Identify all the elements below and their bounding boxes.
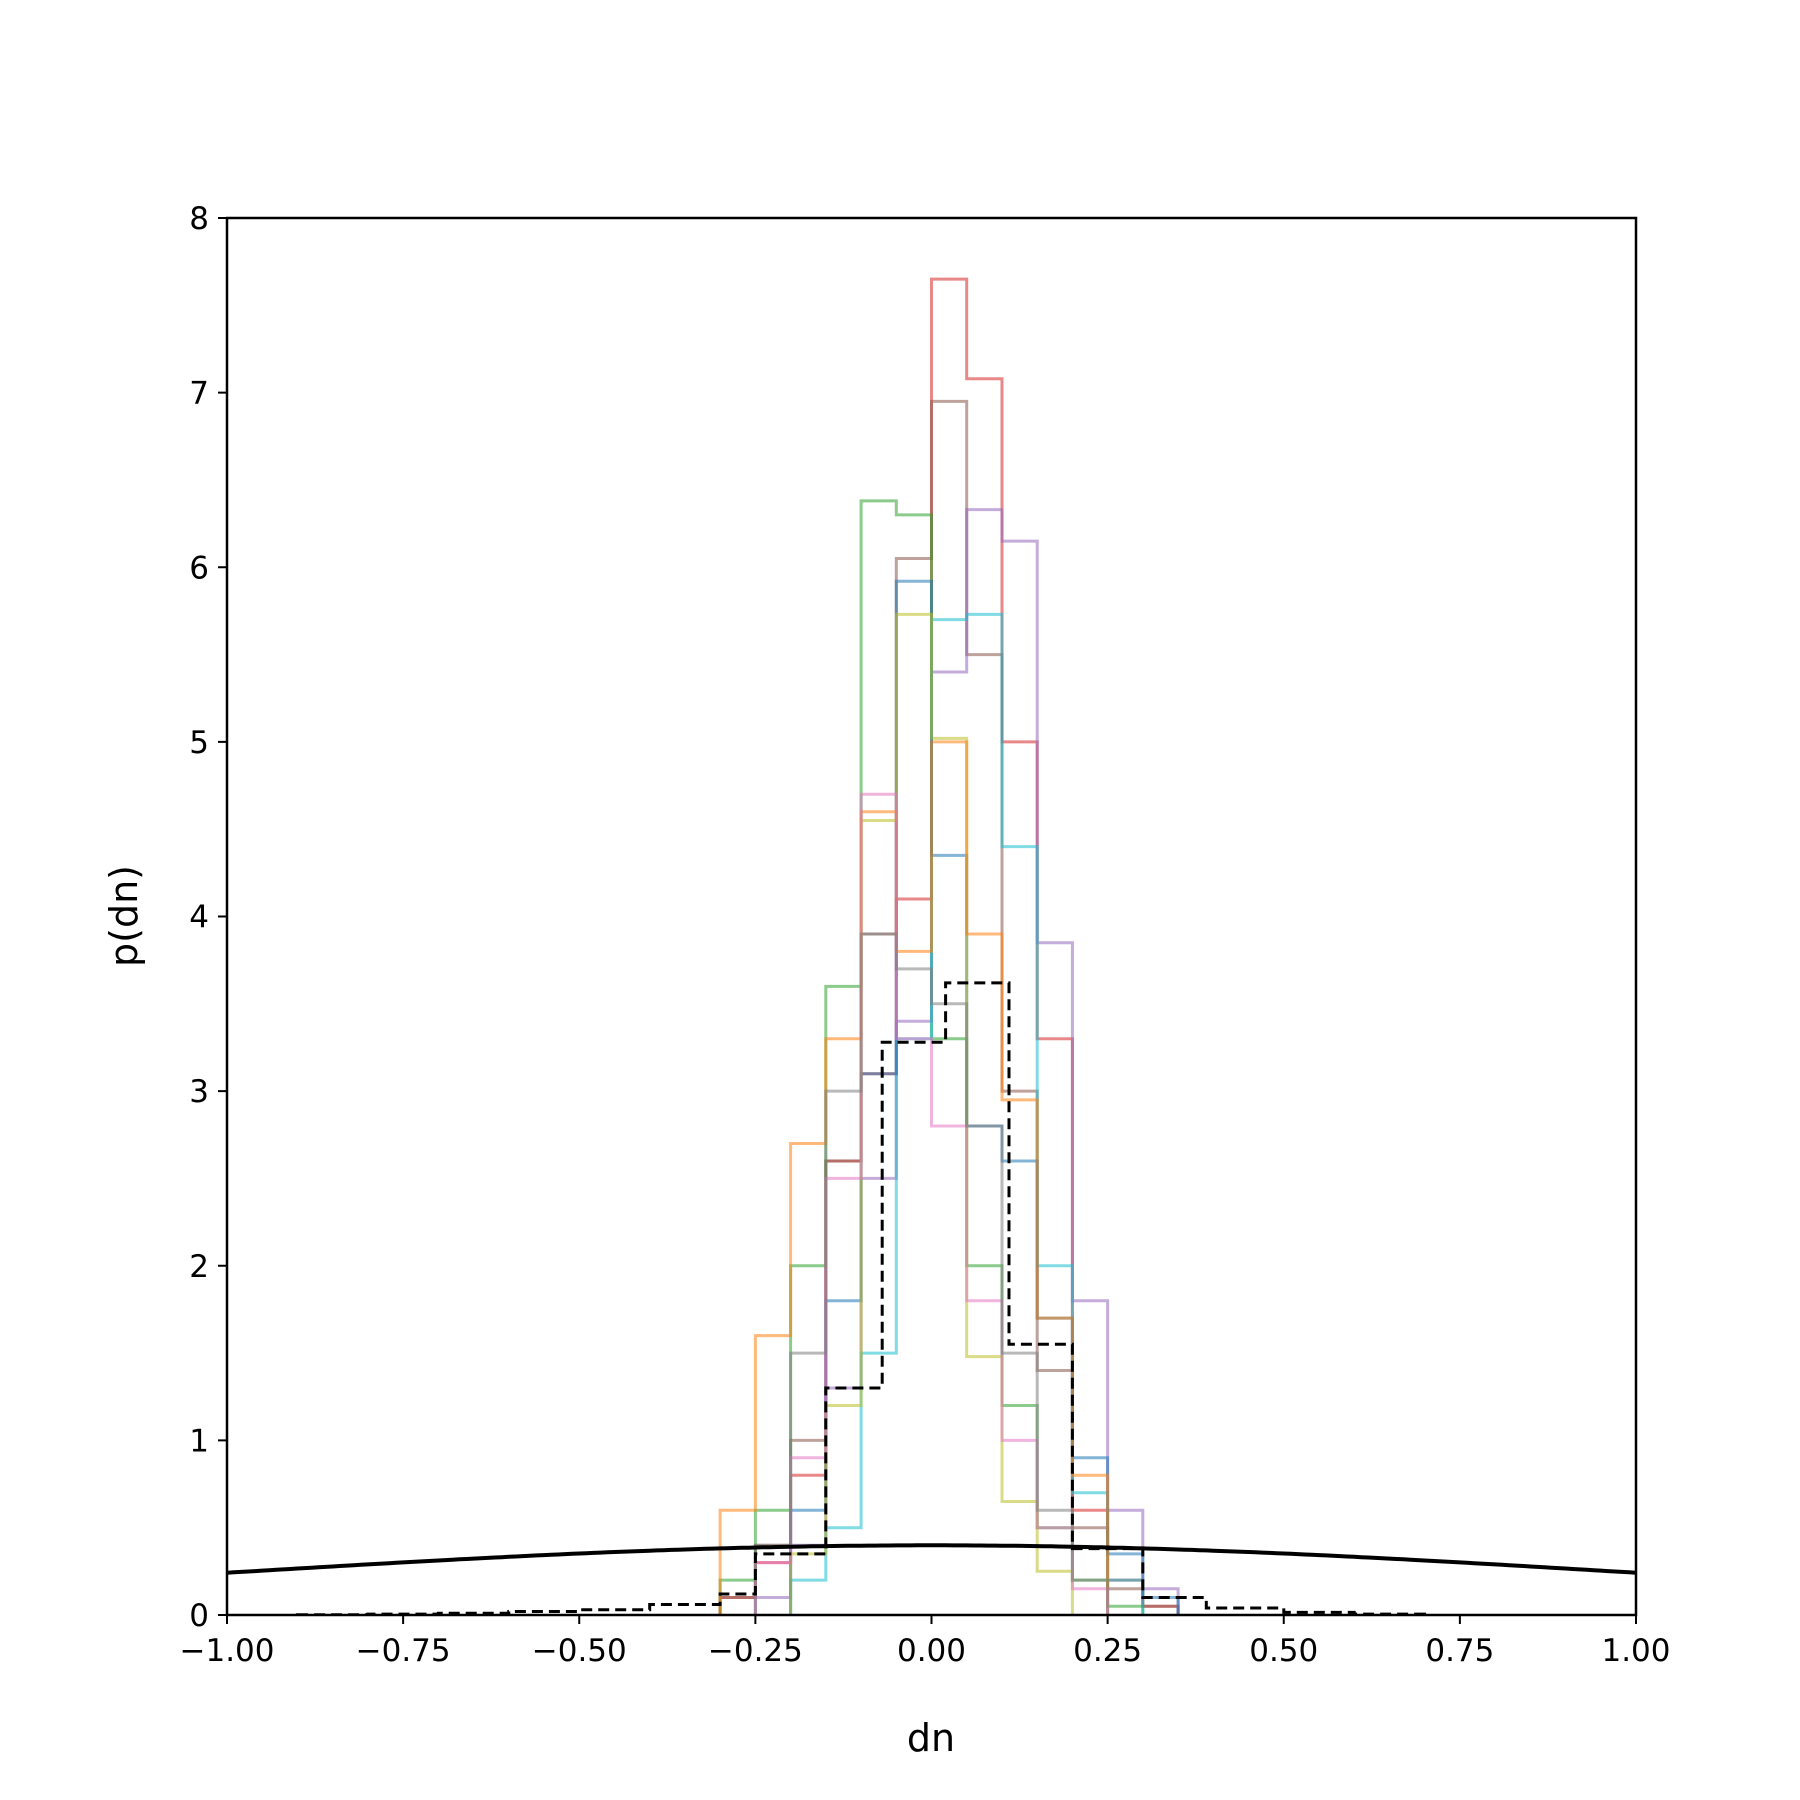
x-tick-label: −1.00 — [180, 1633, 275, 1669]
y-tick-label: 6 — [189, 550, 209, 586]
x-tick-label: −0.25 — [708, 1633, 803, 1669]
reference-layer — [227, 981, 1636, 1615]
x-tick-label: 0.25 — [1073, 1633, 1142, 1669]
y-axis-ticks: 0 1 2 3 4 5 6 7 8 — [189, 201, 227, 1634]
reference-normal-curve — [227, 1543, 1636, 1575]
x-axis-ticks: −1.00 −0.75 −0.50 −0.25 0.00 0.25 0.50 0.75 1.00 — [180, 1615, 1671, 1669]
histogram-series-8 — [718, 740, 1110, 1615]
x-tick-label: 0.75 — [1425, 1633, 1494, 1669]
reference-histogram-dashed — [295, 981, 1427, 1615]
histogram-series-5 — [789, 612, 1145, 1615]
y-tick-label: 3 — [189, 1074, 209, 1110]
x-tick-label: −0.50 — [532, 1633, 627, 1669]
histogram-series-layer — [718, 277, 1180, 1615]
y-tick-label: 7 — [189, 376, 209, 412]
y-tick-label: 2 — [189, 1249, 209, 1285]
x-axis-label: dn — [907, 1716, 955, 1760]
y-tick-label: 8 — [189, 201, 209, 237]
histogram-series-9 — [753, 792, 1110, 1615]
x-tick-label: −0.75 — [356, 1633, 451, 1669]
x-tick-label: 0.50 — [1249, 1633, 1318, 1669]
y-tick-label: 4 — [189, 900, 209, 936]
x-tick-label: 0.00 — [897, 1633, 966, 1669]
y-tick-label: 1 — [189, 1423, 209, 1459]
y-tick-label: 5 — [189, 725, 209, 761]
y-axis-label: p(dn) — [102, 865, 146, 967]
histogram-series-10 — [753, 932, 1110, 1615]
y-tick-label: 0 — [189, 1598, 209, 1634]
x-tick-label: 1.00 — [1601, 1633, 1670, 1669]
